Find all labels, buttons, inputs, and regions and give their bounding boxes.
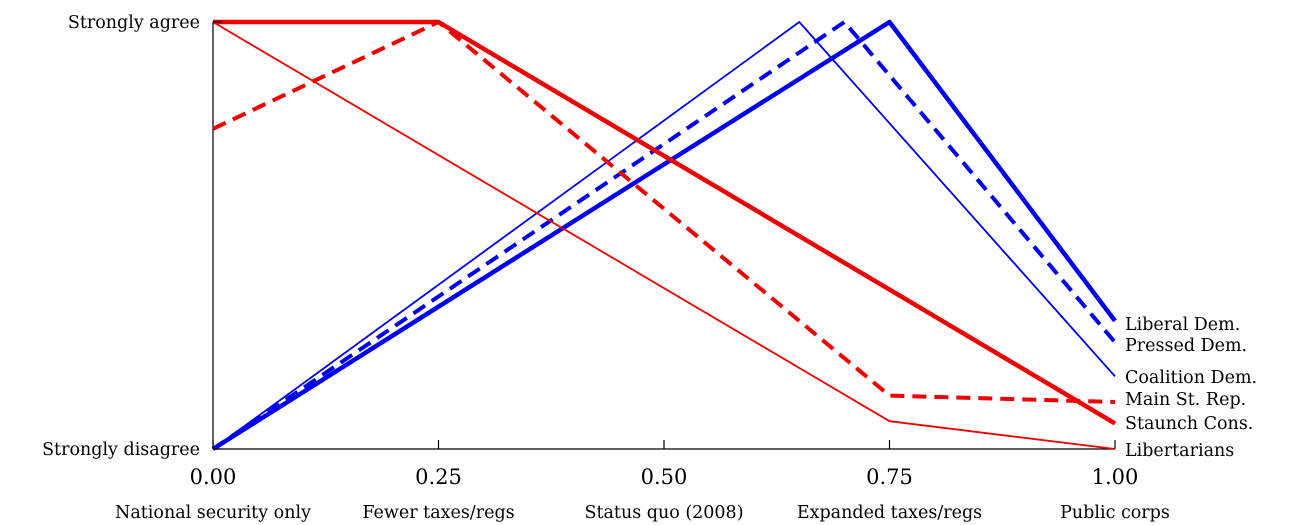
series-line-main-st-rep <box>212 20 1116 404</box>
x-tick-label: 0.00 <box>190 465 237 489</box>
x-category-label: Public corps <box>1060 503 1170 523</box>
x-tick-label: 0.25 <box>415 465 462 489</box>
y-tick-label: Strongly agree <box>68 13 200 33</box>
legend-labels: Liberal Dem.Pressed Dem. Coalition Dem.Ma… <box>1125 315 1257 461</box>
x-ticks: 0.00 National security only 0.25 Fewer taxe… <box>115 440 1170 523</box>
series-label: Staunch Cons. <box>1125 414 1253 434</box>
series-label: Pressed Dem. <box>1125 336 1247 356</box>
series-line-liberal-dem <box>211 19 1117 451</box>
x-category-label: Fewer taxes/regs <box>362 503 514 523</box>
series-label: Libertarians <box>1125 441 1234 461</box>
x-tick-label: 1.00 <box>1092 465 1139 489</box>
series-line-pressed-dem <box>211 20 1117 451</box>
x-category-label: National security only <box>115 503 311 523</box>
series-line-libertarians <box>212 21 1116 450</box>
y-tick-label: Strongly disagree <box>42 440 200 460</box>
series-label: Main St. Rep. <box>1125 390 1246 410</box>
x-category-label: Expanded taxes/regs <box>797 503 982 523</box>
series-label: Coalition Dem. <box>1125 368 1257 388</box>
series-label: Liberal Dem. <box>1125 315 1240 335</box>
series-line-staunch-cons <box>213 19 1117 426</box>
y-ticks: Strongly disagree Strongly agree <box>42 13 222 460</box>
x-tick-label: 0.75 <box>866 465 913 489</box>
x-tick-label: 0.50 <box>641 465 688 489</box>
x-category-label: Status quo (2008) <box>584 503 743 523</box>
series-line-coalition-dem <box>212 21 1116 450</box>
axes <box>212 22 1115 450</box>
series-layer <box>211 19 1117 451</box>
